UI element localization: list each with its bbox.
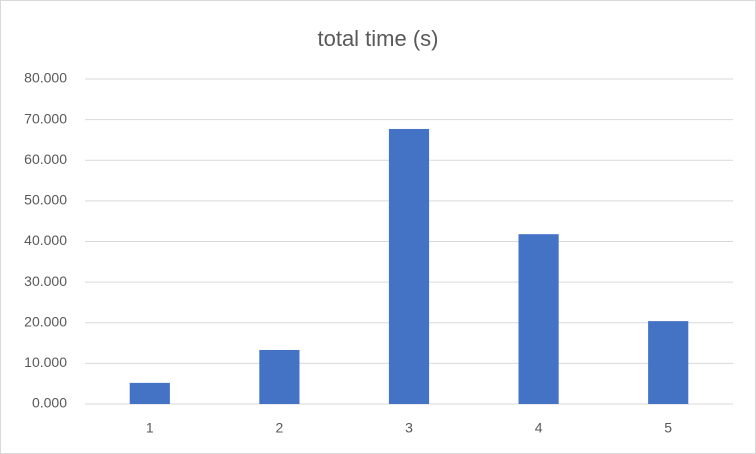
y-tick-label: 30.000 bbox=[24, 273, 67, 289]
y-tick-label: 0.000 bbox=[32, 395, 67, 411]
y-tick-label: 50.000 bbox=[24, 192, 67, 208]
bar bbox=[388, 128, 430, 404]
y-tick-label: 70.000 bbox=[24, 110, 67, 126]
x-tick-label: 3 bbox=[405, 420, 413, 436]
chart-title: total time (s) bbox=[317, 26, 438, 51]
y-tick-label: 80.000 bbox=[24, 70, 67, 86]
y-tick-label: 20.000 bbox=[24, 313, 67, 329]
bar bbox=[129, 382, 170, 404]
x-tick-label: 1 bbox=[146, 420, 154, 436]
bar bbox=[518, 234, 559, 404]
x-tick-label: 2 bbox=[276, 420, 284, 436]
bar bbox=[648, 321, 689, 404]
x-tick-label: 5 bbox=[664, 420, 672, 436]
bar bbox=[259, 349, 300, 404]
x-tick-label: 4 bbox=[535, 420, 543, 436]
y-tick-label: 40.000 bbox=[24, 232, 67, 248]
y-tick-label: 60.000 bbox=[24, 151, 67, 167]
y-tick-label: 10.000 bbox=[24, 354, 67, 370]
